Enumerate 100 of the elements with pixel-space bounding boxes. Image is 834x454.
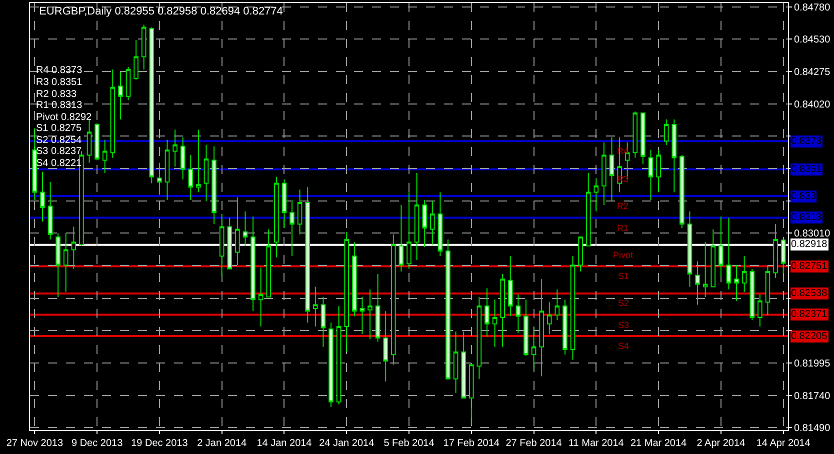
candlestick — [672, 118, 677, 193]
candlestick — [274, 176, 279, 258]
candlestick — [219, 213, 224, 278]
candlestick — [282, 178, 287, 229]
y-tick-label: 0.81490 — [794, 422, 831, 434]
candlestick — [258, 267, 264, 327]
candlestick — [546, 302, 552, 335]
y-tick-label: 0.84530 — [794, 34, 831, 46]
y-tick-label: 0.84020 — [794, 100, 831, 110]
candlestick — [710, 228, 716, 288]
candlestick — [352, 242, 357, 317]
candlestick — [726, 217, 732, 290]
candlestick — [126, 66, 131, 101]
candlestick — [468, 363, 474, 426]
annotation: 0.8373 — [791, 136, 822, 147]
candlestick — [328, 322, 334, 408]
candlestick — [758, 294, 762, 327]
candlestick — [602, 142, 606, 206]
candlestick — [765, 264, 770, 316]
chart-title: EURGBP,Daily 0.82955 0.82958 0.82694 0.82774 — [39, 6, 283, 18]
candlestick — [492, 299, 498, 348]
candlestick — [172, 129, 178, 168]
x-tick-label: 11 Mar 2014 — [568, 438, 624, 449]
candlestick — [516, 294, 521, 334]
candlestick — [578, 236, 583, 272]
candlestick — [586, 172, 591, 246]
candlestick — [773, 224, 778, 278]
candlestick — [164, 139, 170, 200]
candlestick — [157, 162, 162, 196]
ref-line-label: S3 — [618, 320, 630, 330]
x-tick-label: 27 Nov 2013 — [6, 438, 64, 449]
annotation: R4 0.8373 — [36, 65, 83, 76]
y-tick-label: 0.83010 — [794, 228, 831, 240]
candlestick — [609, 136, 614, 202]
candlestick — [212, 146, 216, 225]
candlestick — [134, 40, 138, 80]
candlestick — [118, 72, 123, 120]
y-tick-label: 0.84780 — [794, 2, 831, 14]
candlestick — [438, 192, 443, 257]
annotation: R2 0.833 — [36, 89, 78, 100]
candlestick — [383, 310, 388, 382]
candlestick — [484, 288, 490, 338]
candlestick — [305, 186, 310, 324]
candlestick — [48, 181, 53, 240]
candlestick — [742, 256, 747, 292]
candlestick — [86, 118, 92, 164]
candlestick — [290, 199, 294, 257]
candlestick — [632, 111, 638, 158]
candlestick — [149, 26, 154, 184]
annotation: 0.8313 — [791, 212, 822, 223]
candlestick — [430, 200, 435, 246]
candlestick — [524, 299, 528, 356]
ref-line-label: S1 — [618, 271, 630, 281]
candlestick — [227, 217, 232, 270]
candlestick — [360, 296, 365, 335]
x-tick-label: 24 Jan 2014 — [319, 438, 375, 449]
candlestick — [750, 268, 755, 321]
candlestick — [594, 178, 599, 212]
candlestick — [63, 232, 68, 292]
annotation: 0.82371 — [791, 309, 828, 320]
candlestick — [554, 288, 560, 321]
candlestick — [204, 144, 209, 202]
candlestick — [539, 278, 544, 377]
candlestick — [695, 260, 700, 306]
ref-line-label: S4 — [618, 341, 630, 351]
candlestick — [508, 256, 513, 317]
annotation: 0.82918 — [791, 239, 828, 250]
candlestick — [680, 154, 684, 229]
candlestick — [648, 150, 654, 200]
candlestick — [32, 128, 38, 200]
candlestick — [461, 331, 466, 399]
candlestick — [141, 24, 146, 70]
candlestick — [320, 296, 326, 348]
annotation: S1 0.8275 — [36, 123, 82, 134]
annotation: Pivot 0.8292 — [36, 112, 92, 123]
candlestick — [71, 226, 76, 270]
x-tick-label: 17 Feb 2014 — [443, 438, 500, 449]
candlestick — [56, 232, 60, 298]
candlestick — [476, 296, 482, 380]
x-tick-label: 14 Apr 2014 — [756, 438, 811, 449]
candlestick — [702, 242, 708, 298]
candlestick — [297, 189, 302, 235]
candlestick — [531, 326, 536, 370]
candlestick — [94, 122, 100, 161]
ref-line-label: Pivot — [613, 250, 634, 260]
candlestick — [562, 299, 568, 356]
candlestick — [79, 150, 84, 246]
candlestick — [102, 139, 108, 174]
x-tick-label: 19 Dec 2013 — [131, 438, 188, 449]
x-tick-label: 14 Jan 2014 — [256, 438, 312, 449]
candlestick — [110, 68, 116, 158]
candlestick — [687, 210, 692, 288]
candlestick — [640, 112, 646, 165]
candlestick — [242, 210, 248, 246]
ref-line-label: R2 — [617, 201, 629, 211]
candlestick — [500, 274, 505, 348]
candlestick — [656, 150, 661, 193]
annotation: 0.8351 — [791, 164, 822, 175]
candlestick — [196, 129, 201, 193]
x-tick-label: 5 Feb 2014 — [384, 438, 435, 449]
